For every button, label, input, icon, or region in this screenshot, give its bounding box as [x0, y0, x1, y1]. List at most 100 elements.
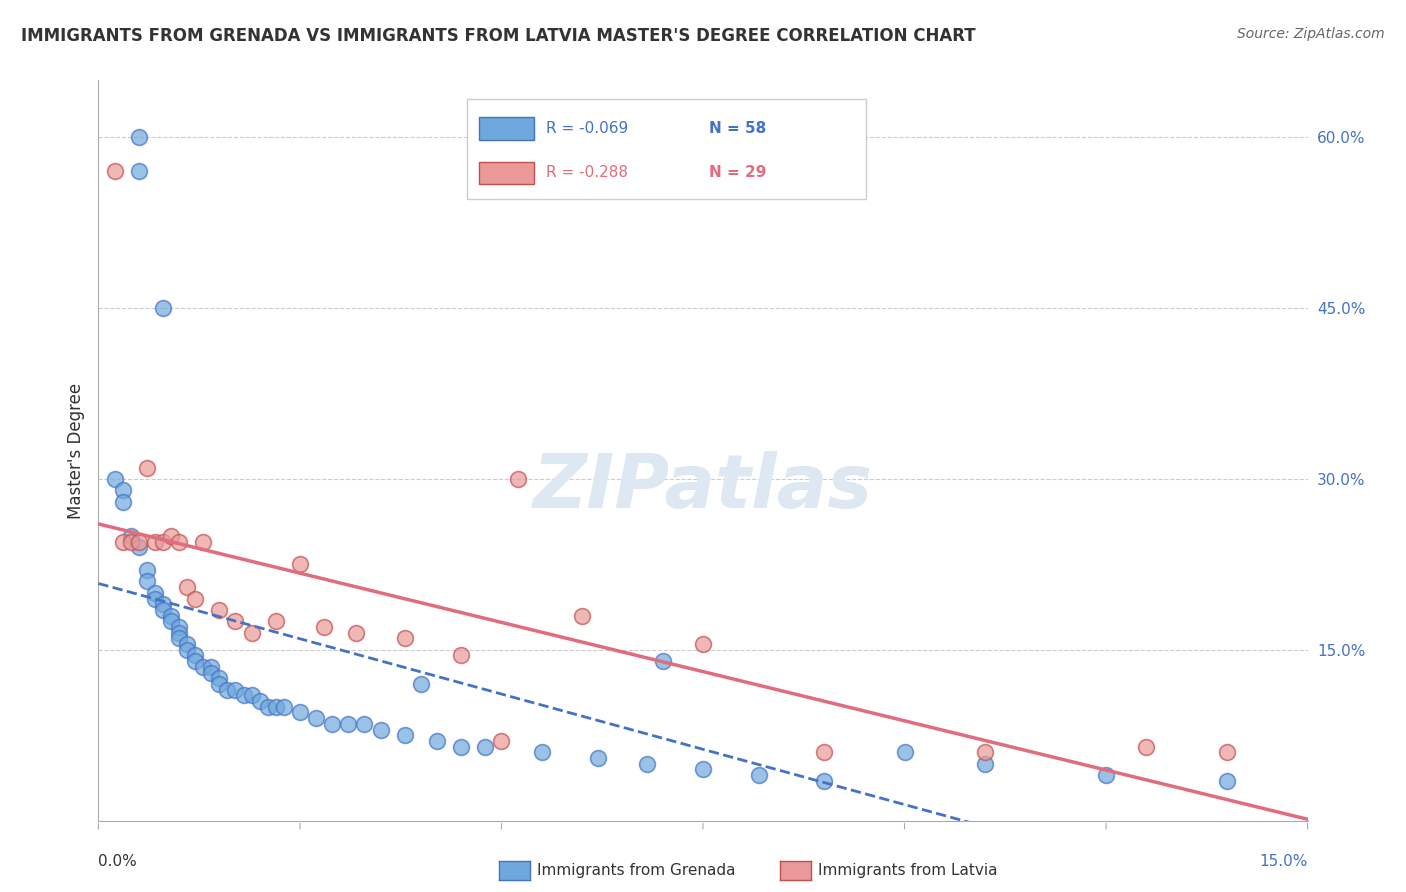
Point	[288, 558, 311, 572]
Point	[208, 671, 231, 685]
Point	[450, 648, 472, 663]
Point	[394, 728, 416, 742]
Text: R = -0.069: R = -0.069	[546, 121, 628, 136]
Point	[249, 694, 271, 708]
Point	[974, 745, 997, 759]
Point	[370, 723, 392, 737]
Point	[426, 734, 449, 748]
Point	[167, 620, 190, 634]
Point	[692, 637, 714, 651]
Text: Source: ZipAtlas.com: Source: ZipAtlas.com	[1237, 27, 1385, 41]
Point	[143, 534, 166, 549]
Point	[160, 608, 183, 623]
Point	[176, 637, 198, 651]
Point	[111, 483, 134, 498]
Point	[128, 164, 150, 178]
FancyBboxPatch shape	[467, 99, 866, 199]
Point	[264, 699, 287, 714]
Point	[184, 654, 207, 668]
Point	[240, 689, 263, 703]
Point	[103, 164, 125, 178]
Point	[160, 529, 183, 543]
Text: R = -0.288: R = -0.288	[546, 165, 628, 180]
Text: 15.0%: 15.0%	[1260, 854, 1308, 869]
Point	[111, 494, 134, 508]
Point	[305, 711, 328, 725]
Point	[321, 716, 343, 731]
Point	[135, 574, 157, 589]
Bar	[479, 161, 534, 184]
Point	[128, 541, 150, 555]
Point	[264, 615, 287, 629]
Point	[224, 615, 246, 629]
Bar	[479, 118, 534, 139]
Point	[184, 648, 207, 663]
Point	[273, 699, 295, 714]
Point	[152, 301, 174, 315]
Point	[1135, 739, 1157, 754]
Y-axis label: Master's Degree: Master's Degree	[66, 383, 84, 518]
Point	[176, 642, 198, 657]
Point	[240, 625, 263, 640]
Point	[120, 534, 142, 549]
Point	[217, 682, 239, 697]
Point	[193, 660, 215, 674]
Point	[120, 529, 142, 543]
Text: N = 58: N = 58	[709, 121, 766, 136]
Point	[135, 460, 157, 475]
Point	[491, 734, 513, 748]
Point	[474, 739, 496, 754]
Text: IMMIGRANTS FROM GRENADA VS IMMIGRANTS FROM LATVIA MASTER'S DEGREE CORRELATION CH: IMMIGRANTS FROM GRENADA VS IMMIGRANTS FR…	[21, 27, 976, 45]
Point	[200, 665, 222, 680]
Point	[748, 768, 770, 782]
Text: ZIPatlas: ZIPatlas	[533, 451, 873, 524]
Point	[135, 563, 157, 577]
Point	[160, 615, 183, 629]
Point	[893, 745, 915, 759]
Point	[232, 689, 254, 703]
Point	[256, 699, 278, 714]
Point	[337, 716, 360, 731]
Point	[409, 677, 432, 691]
Point	[506, 472, 529, 486]
Point	[208, 603, 231, 617]
Point	[193, 534, 215, 549]
Point	[1095, 768, 1118, 782]
Text: Immigrants from Latvia: Immigrants from Latvia	[818, 863, 998, 878]
Point	[167, 534, 190, 549]
Point	[152, 597, 174, 611]
Point	[450, 739, 472, 754]
Point	[530, 745, 553, 759]
Point	[167, 632, 190, 646]
Point	[1216, 773, 1239, 788]
Point	[651, 654, 673, 668]
Text: Immigrants from Grenada: Immigrants from Grenada	[537, 863, 735, 878]
Point	[152, 534, 174, 549]
Point	[184, 591, 207, 606]
Point	[200, 660, 222, 674]
Point	[1216, 745, 1239, 759]
Point	[571, 608, 593, 623]
Point	[974, 756, 997, 771]
Text: 0.0%: 0.0%	[98, 854, 138, 869]
Point	[128, 534, 150, 549]
Point	[813, 773, 835, 788]
Point	[111, 534, 134, 549]
Point	[692, 763, 714, 777]
Point	[288, 706, 311, 720]
Point	[128, 130, 150, 145]
Point	[586, 751, 609, 765]
Point	[208, 677, 231, 691]
Point	[314, 620, 336, 634]
Point	[143, 591, 166, 606]
Point	[167, 625, 190, 640]
Point	[143, 586, 166, 600]
Point	[636, 756, 658, 771]
Point	[394, 632, 416, 646]
Text: N = 29: N = 29	[709, 165, 766, 180]
Point	[353, 716, 375, 731]
Point	[103, 472, 125, 486]
Point	[813, 745, 835, 759]
Point	[344, 625, 367, 640]
Point	[176, 580, 198, 594]
